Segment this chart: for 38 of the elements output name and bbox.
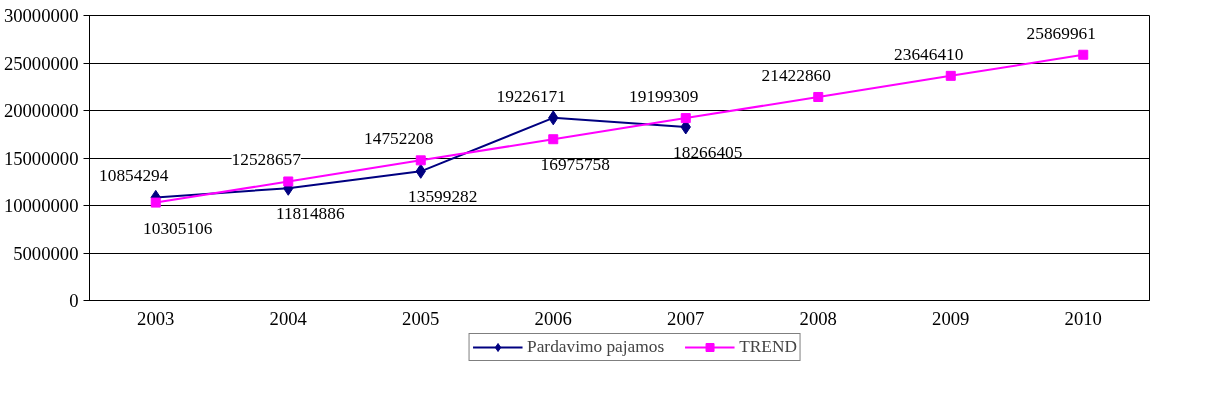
data-label: 10305106 <box>143 218 213 238</box>
data-label: 18266405 <box>673 142 743 162</box>
y-tick-label: 30000000 <box>3 5 79 26</box>
x-tick-label: 2004 <box>269 307 308 329</box>
point <box>680 113 691 124</box>
legend-label: TREND <box>739 337 797 357</box>
y-tick-label: 0 <box>69 290 79 311</box>
y-tick-label: 15000000 <box>3 147 79 169</box>
point <box>415 155 426 166</box>
y-tick-label: 25000000 <box>3 52 79 74</box>
legend-label: Pardavimo pajamos <box>527 337 665 357</box>
x-tick-label: 2010 <box>1064 307 1102 329</box>
x-tick-label: 2003 <box>137 307 175 329</box>
point <box>1078 49 1089 60</box>
data-label: 11814886 <box>275 204 345 224</box>
x-tick-label: 2007 <box>667 307 705 329</box>
y-tick-label: 10000000 <box>3 195 79 216</box>
point <box>548 134 559 145</box>
data-label: 19226171 <box>496 86 566 106</box>
y-tick-label: 20000000 <box>3 100 79 121</box>
point <box>283 176 294 187</box>
x-tick-label: 2005 <box>402 307 440 329</box>
data-label: 16975758 <box>540 155 610 175</box>
data-label: 25869961 <box>1026 23 1096 43</box>
data-label: 23646410 <box>894 44 964 64</box>
y-tick-label: 5000000 <box>13 242 79 264</box>
data-label: 12528657 <box>231 150 302 170</box>
data-label: 19199309 <box>629 87 699 107</box>
data-label: 21422860 <box>761 65 831 85</box>
x-tick-label: 2009 <box>932 307 970 329</box>
data-label: 14752208 <box>364 129 434 149</box>
data-label: 10854294 <box>99 166 169 186</box>
point <box>813 91 824 102</box>
point <box>945 70 956 81</box>
data-label: 13599282 <box>408 187 478 207</box>
x-tick-label: 2006 <box>534 307 572 329</box>
x-tick-label: 2008 <box>799 307 837 329</box>
point <box>150 197 161 208</box>
